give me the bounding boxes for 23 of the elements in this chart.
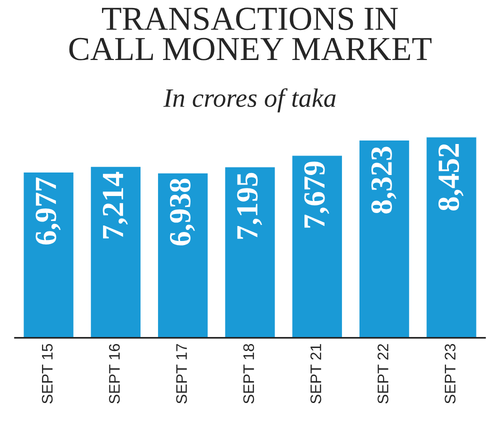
- bar: [22, 171, 75, 338]
- bar: [156, 172, 210, 338]
- chart-subtitle: In crores of taka: [163, 88, 336, 112]
- data-label: 8,323: [371, 146, 396, 214]
- x-tick-label: SEPT 23: [444, 344, 456, 404]
- x-tick-label: SEPT 17: [176, 344, 187, 404]
- x-tick-label: SEPT 16: [108, 344, 120, 404]
- bar: [290, 154, 344, 338]
- x-tick-label: SEPT 22: [378, 344, 388, 404]
- bar: [358, 139, 410, 338]
- data-label: 7,214: [102, 172, 128, 238]
- data-label: 6,938: [170, 178, 195, 246]
- bar: [224, 166, 276, 338]
- data-label: 7,679: [304, 162, 330, 228]
- x-tick-label: SEPT 21: [310, 344, 322, 404]
- x-tick-label: SEPT 18: [243, 344, 254, 404]
- bar: [90, 165, 142, 338]
- data-label: 8,452: [438, 144, 464, 210]
- bar: [425, 136, 478, 338]
- chart-title: TRANSACTIONS IN CALL MONEY MARKET: [69, 8, 432, 60]
- data-label: 7,195: [237, 172, 262, 239]
- data-label: 6,977: [36, 178, 61, 244]
- x-tick-label: SEPT 15: [42, 344, 53, 404]
